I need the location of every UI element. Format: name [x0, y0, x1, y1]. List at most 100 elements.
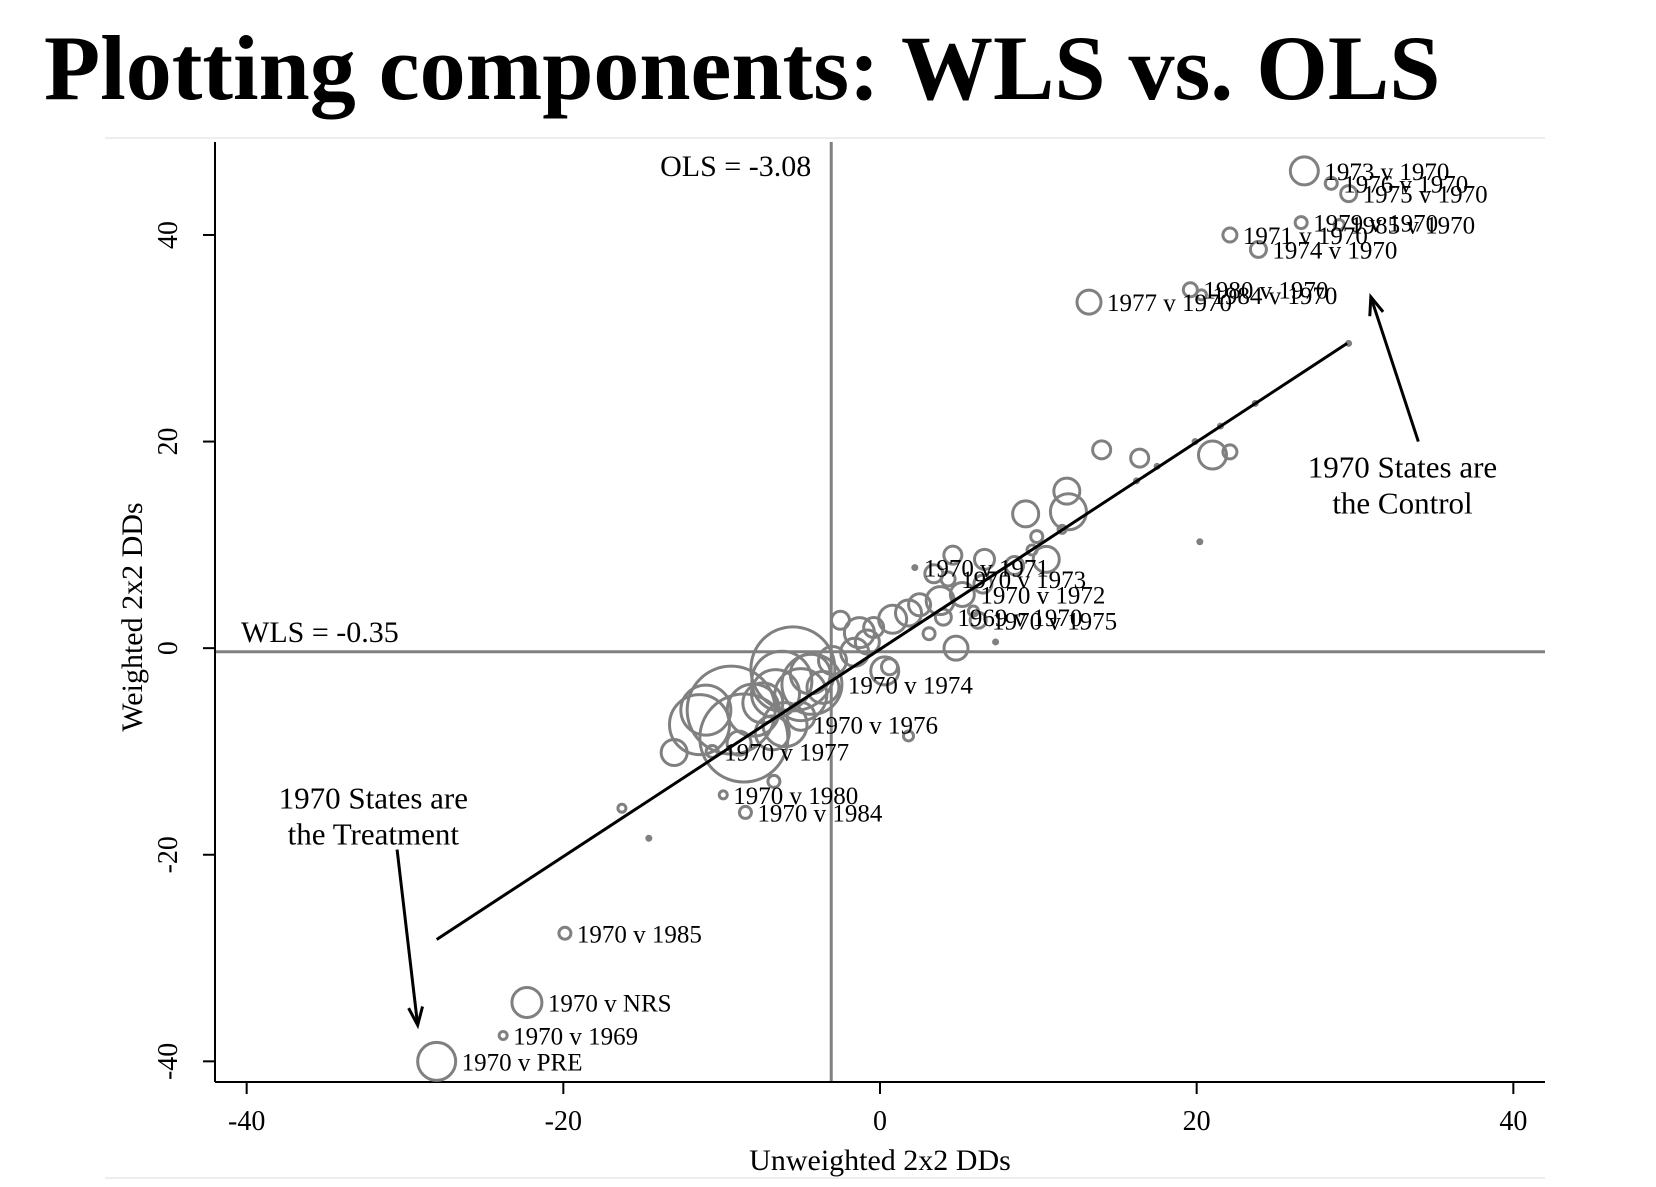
- x-axis-title: Unweighted 2x2 DDs: [749, 1144, 1011, 1177]
- data-point: [1288, 155, 1320, 187]
- data-point: [1056, 523, 1068, 535]
- data-point: [685, 664, 777, 756]
- fit-line: [435, 342, 1348, 941]
- data-point: [973, 547, 996, 571]
- data-point: [668, 693, 731, 757]
- data-point: [1129, 447, 1151, 469]
- annotation-text: the Control: [1332, 486, 1472, 521]
- data-point: [725, 729, 753, 757]
- point-label: 1975 v 1970: [1363, 182, 1488, 209]
- data-point: [645, 834, 653, 842]
- point-label: 1970 v NRS: [548, 990, 672, 1017]
- data-point: [1048, 492, 1088, 532]
- annotation-arrowhead: [407, 1006, 424, 1030]
- y-tick-label: -40: [153, 1043, 184, 1080]
- data-point: [1029, 529, 1045, 545]
- data-point: [616, 802, 628, 814]
- x-tick-label: -40: [228, 1106, 265, 1137]
- data-point: [942, 544, 964, 566]
- point-label: 1970 v 1985: [577, 921, 702, 948]
- reference-lines: [215, 142, 1545, 1082]
- data-point: [1011, 499, 1041, 529]
- x-tick-label: -20: [545, 1106, 582, 1137]
- data-point: [907, 592, 933, 618]
- axes: -40 -20 0 20 40 -40 -20 0 20 40: [153, 142, 1545, 1137]
- data-point: [753, 714, 791, 752]
- point-label: 1969 v 1970: [957, 605, 1082, 632]
- data-point: [1194, 288, 1208, 302]
- y-tick-label: 20: [153, 428, 184, 456]
- x-tick-label: 20: [1183, 1106, 1211, 1137]
- point-label: 1979 v 1970: [1313, 211, 1438, 238]
- data-point: [829, 609, 851, 631]
- data-point: [1197, 439, 1228, 471]
- annotation-text: 1970 States are: [1308, 450, 1497, 485]
- markers: [416, 155, 1359, 1082]
- point-label: 1970 v 1975: [992, 608, 1117, 635]
- wls-label: WLS = -0.35: [241, 616, 399, 649]
- data-point: [1339, 184, 1359, 204]
- point-label: 1977 v 1970: [1107, 290, 1232, 317]
- point-label: 1970 v 1977: [724, 739, 849, 766]
- data-point: [1196, 538, 1204, 546]
- data-point: [894, 598, 923, 628]
- y-tick-label: 40: [153, 221, 184, 249]
- data-point: [557, 925, 573, 941]
- data-point: [1293, 215, 1309, 231]
- data-point: [869, 655, 901, 687]
- point-label: 1970 v 1980: [733, 783, 858, 810]
- point-label: 1970 v 1971: [924, 556, 1049, 583]
- point-label: 1974 v 1970: [1272, 237, 1397, 264]
- data-point: [679, 683, 733, 737]
- point-label: 1970 v 1973: [961, 567, 1086, 594]
- annotation-text: 1970 States are: [279, 780, 468, 815]
- data-point: [416, 1040, 458, 1082]
- point-label: 1973 v 1970: [1324, 159, 1449, 186]
- data-point: [510, 985, 544, 1019]
- data-point: [921, 626, 937, 642]
- x-tick-label: 40: [1499, 1106, 1527, 1137]
- point-label: 1971 v 1970: [1243, 223, 1368, 250]
- fit-line-group: [435, 342, 1348, 941]
- data-point: [1248, 239, 1268, 259]
- point-label: 1970 v 1972: [980, 582, 1105, 609]
- point-label: 1970 v 1984: [757, 800, 883, 827]
- point-label: 1985 v 1970: [1350, 213, 1475, 240]
- data-point: [1221, 443, 1239, 461]
- annotation-arrowhead: [1368, 293, 1385, 317]
- ols-label: OLS = -3.08: [660, 150, 811, 183]
- y-tick-label: 0: [153, 641, 184, 655]
- data-point: [880, 657, 899, 677]
- data-point: [805, 669, 841, 705]
- data-point: [1181, 281, 1199, 299]
- point-label: 1980 v 1970: [1203, 278, 1328, 305]
- data-point: [939, 570, 957, 588]
- annotation-text: the Treatment: [288, 816, 460, 851]
- point-label: 1970 v PRE: [462, 1049, 583, 1076]
- data-point: [942, 634, 970, 662]
- data-point: [948, 580, 976, 608]
- y-axis-title: Weighted 2x2 DDs: [116, 502, 149, 731]
- annotation-arrow: [1369, 296, 1420, 443]
- data-point: [659, 737, 689, 767]
- data-point: [1052, 476, 1082, 506]
- y-tick-label: -20: [153, 836, 184, 873]
- point-label: 1976 v 1970: [1343, 171, 1468, 198]
- point-label: 1970 v 1974: [848, 672, 974, 699]
- point-label: 1970 v 1969: [513, 1024, 638, 1051]
- data-point: [1075, 288, 1103, 316]
- data-point: [992, 638, 1000, 646]
- data-point: [717, 789, 729, 801]
- data-point: [1323, 175, 1339, 191]
- point-label: 1984 v 1970: [1212, 283, 1337, 310]
- data-point: [737, 804, 753, 820]
- data-point: [966, 604, 980, 618]
- data-point: [972, 573, 994, 595]
- data-point: [1031, 544, 1061, 574]
- x-tick-label: 0: [873, 1106, 887, 1137]
- data-point: [766, 773, 782, 789]
- data-point: [902, 729, 915, 743]
